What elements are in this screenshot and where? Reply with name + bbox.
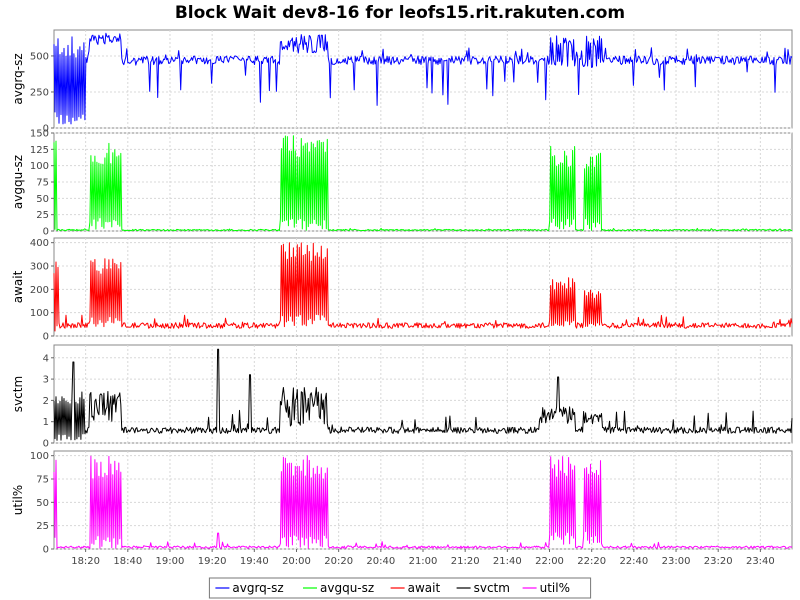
panel-svctm: 0 1 2 3 4 svctm: [11, 344, 793, 450]
y-tick-label: 400: [30, 238, 49, 249]
x-tick-label: 23:40: [746, 556, 775, 567]
chart-panels: 0250500avgrq-sz0255075100125150avgqu-sz0…: [11, 29, 793, 556]
x-tick-label: 22:00: [535, 556, 564, 567]
legend-label: avgqu-sz: [320, 581, 374, 595]
y-tick-label: 2: [43, 396, 49, 407]
x-axis: 18:20 18:40 19:00 19:20 19:40 20:00 20:20 20:40…: [71, 549, 775, 567]
x-tick-label: 21:00: [409, 556, 438, 567]
y-tick-label: 75: [36, 475, 49, 486]
y-tick-label: 75: [36, 178, 49, 189]
y-tick-label: 4: [43, 353, 49, 364]
y-tick-label: 300: [30, 262, 49, 273]
x-tick-label: 18:20: [71, 556, 100, 567]
y-tick-label: 0: [43, 439, 49, 450]
x-tick-label: 20:00: [282, 556, 311, 567]
x-tick-label: 19:20: [198, 556, 227, 567]
y-tick-label: 25: [36, 210, 49, 221]
legend-item-await: await: [390, 581, 441, 595]
x-tick-label: 21:40: [493, 556, 522, 567]
legend-label: await: [408, 581, 441, 595]
panel-utilpct: 0 25 50 75 100 util%: [11, 450, 793, 556]
y-tick-label: 500: [30, 51, 49, 62]
legend-item-avgqu-sz: avgqu-sz: [303, 581, 374, 595]
legend-item-utilpct: util%: [522, 581, 570, 595]
y-tick-label: 150: [30, 129, 49, 140]
y-axis-label: svctm: [11, 376, 25, 412]
y-tick-label: 0: [43, 545, 49, 556]
x-tick-label: 19:00: [156, 556, 185, 567]
y-tick-label: 0: [43, 227, 49, 238]
series-line-utilpct: [53, 455, 793, 549]
y-tick-label: 100: [30, 308, 49, 319]
legend-item-svctm: svctm: [456, 581, 510, 595]
y-tick-label: 100: [30, 161, 49, 172]
legend-label: avgrq-sz: [232, 581, 283, 595]
panel-avgrq-sz: 0 250 500 avgrq-sz: [11, 29, 793, 135]
y-axis-label: util%: [11, 485, 25, 515]
y-axis-label: await: [11, 270, 25, 303]
legend-label: svctm: [474, 581, 510, 595]
y-tick-label: 0: [43, 124, 49, 135]
y-tick-label: 100: [30, 451, 49, 462]
y-tick-label: 50: [36, 498, 49, 509]
y-tick-label: 25: [36, 521, 49, 532]
y-axis-label: avgqu-sz: [11, 155, 25, 209]
series-line-await: [53, 242, 793, 332]
x-tick-label: 20:40: [366, 556, 395, 567]
y-tick-label: 250: [30, 87, 49, 98]
series-line-avgrq-sz: [53, 32, 793, 125]
chart-title: Block Wait dev8-16 for leofs15.rit.rakut…: [175, 3, 625, 23]
legend-label: util%: [540, 581, 570, 595]
x-tick-label: 19:40: [240, 556, 269, 567]
series-line-svctm: [53, 348, 793, 441]
y-tick-label: 0: [43, 332, 49, 343]
y-tick-label: 3: [43, 375, 49, 386]
x-tick-label: 21:20: [451, 556, 480, 567]
series-line-avgqu-sz: [53, 135, 793, 232]
x-tick-label: 23:00: [662, 556, 691, 567]
panel-await: 0 100 200 300 400 await: [11, 237, 793, 343]
x-tick-label: 22:20: [577, 556, 606, 567]
x-tick-label: 22:40: [619, 556, 648, 567]
legend: avgrq-sz avgqu-sz await svctm util%: [208, 577, 592, 599]
y-tick-label: 1: [43, 417, 49, 428]
y-tick-label: 125: [30, 145, 49, 156]
panel-avgqu-sz: 0 25 50 75 100 125 150 avgqu-sz: [11, 129, 793, 238]
x-tick-label: 23:20: [704, 556, 733, 567]
y-tick-label: 50: [36, 194, 49, 205]
y-axis-label: avgrq-sz: [11, 53, 25, 104]
y-tick-label: 200: [30, 285, 49, 296]
x-tick-label: 20:20: [324, 556, 353, 567]
x-tick-label: 18:40: [113, 556, 142, 567]
legend-item-avgrq-sz: avgrq-sz: [215, 581, 284, 595]
